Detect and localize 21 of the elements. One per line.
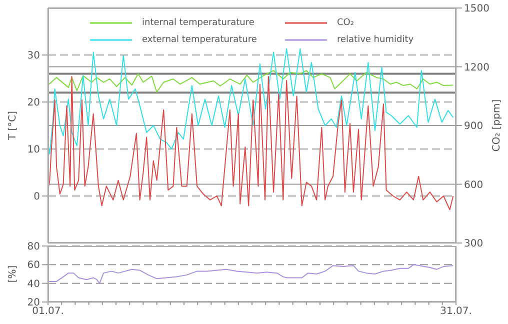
x-tick-label: 01.07. <box>32 306 64 318</box>
y-tick-label: 20 <box>27 98 40 109</box>
y2-tick-label: 1200 <box>464 62 490 74</box>
legend-label: external temperaturature <box>142 34 257 44</box>
y2-axis-title: CO₂ [ppm] <box>492 99 503 152</box>
y-axis-title: T [°C] <box>8 110 19 142</box>
y-tick-label: 30 <box>27 50 40 62</box>
y2-tick-label: 900 <box>464 121 484 132</box>
legend-label: CO₂ <box>337 18 354 28</box>
y2-tick-label: 1500 <box>464 4 490 15</box>
y-tick-label: 10 <box>27 144 40 156</box>
y-axis-title: [%] <box>8 265 19 283</box>
y-tick-label: 40 <box>27 278 40 290</box>
y-tick-label: 0 <box>34 192 40 203</box>
legend-label: internal temperaturature <box>142 18 254 28</box>
y-tick-label: 80 <box>27 242 40 253</box>
y-tick-label: 60 <box>27 260 40 272</box>
x-tick-label: 31.07. <box>440 306 472 318</box>
y2-tick-label: 600 <box>464 180 484 191</box>
text: relative humidity <box>337 34 414 44</box>
y2-tick-label: 300 <box>464 238 484 250</box>
